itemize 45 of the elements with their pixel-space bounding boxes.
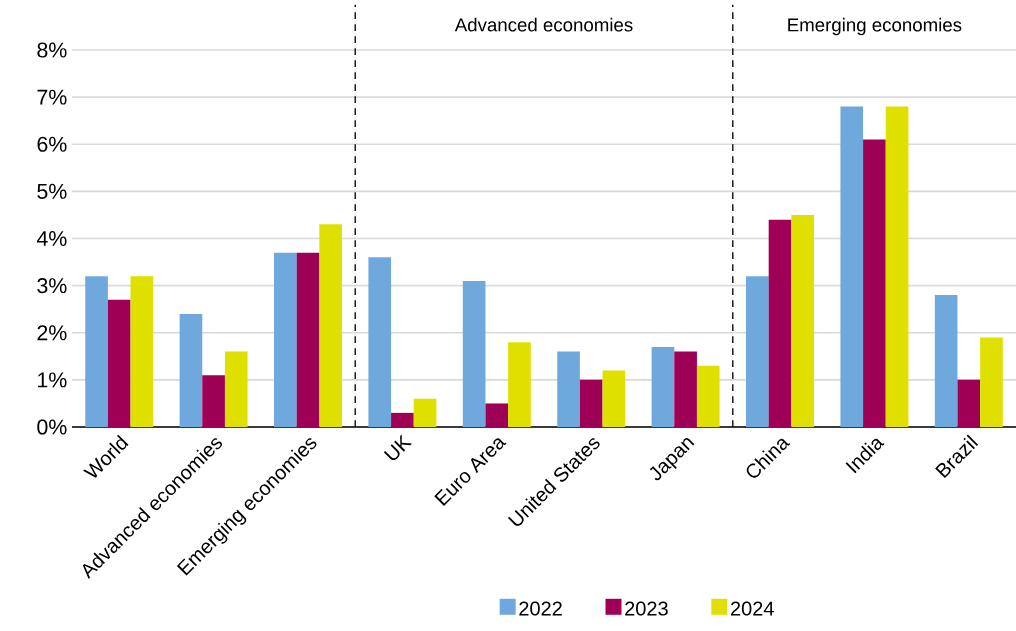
text: Advanced economies — [454, 17, 633, 32]
bar — [746, 276, 769, 427]
legend-label: 2023 — [625, 601, 668, 616]
legend-label: 2022 — [519, 601, 562, 616]
bar — [319, 224, 342, 427]
bar — [557, 351, 580, 427]
y-tick-label: 6% — [37, 136, 67, 152]
y-tick-label: 3% — [37, 278, 67, 294]
bar — [413, 398, 437, 427]
bar — [696, 365, 720, 427]
bar — [107, 299, 131, 427]
bar — [202, 375, 225, 427]
y-tick-label: 7% — [37, 89, 67, 105]
bar — [579, 379, 603, 427]
bar — [368, 257, 392, 427]
bar — [791, 214, 814, 427]
bar — [179, 313, 203, 427]
bar — [224, 351, 248, 427]
bar — [651, 346, 675, 427]
bar — [885, 106, 909, 427]
y-tick-label: 8% — [37, 42, 67, 58]
y-tick-label: 4% — [36, 231, 67, 246]
bar — [462, 280, 486, 427]
y-tick-label: 1% — [38, 372, 67, 388]
legend-label: 2024 — [730, 601, 774, 616]
bar — [863, 139, 886, 427]
bar — [934, 295, 958, 427]
bar — [508, 342, 531, 427]
bar — [391, 412, 414, 427]
bar — [840, 106, 864, 427]
bar — [130, 276, 154, 427]
bar — [485, 403, 509, 427]
y-tick-label: 5% — [37, 183, 67, 199]
bar — [957, 379, 981, 427]
text: Emerging economies — [788, 17, 962, 36]
bar — [296, 252, 320, 427]
bar — [274, 252, 297, 427]
y-tick-label: 0% — [37, 419, 67, 435]
bar — [768, 219, 792, 427]
bar — [602, 370, 626, 427]
bar — [85, 276, 108, 427]
x-tick-label: UK — [383, 434, 412, 461]
bar — [674, 351, 697, 427]
bar — [980, 337, 1003, 427]
y-tick-label: 2% — [37, 325, 67, 341]
